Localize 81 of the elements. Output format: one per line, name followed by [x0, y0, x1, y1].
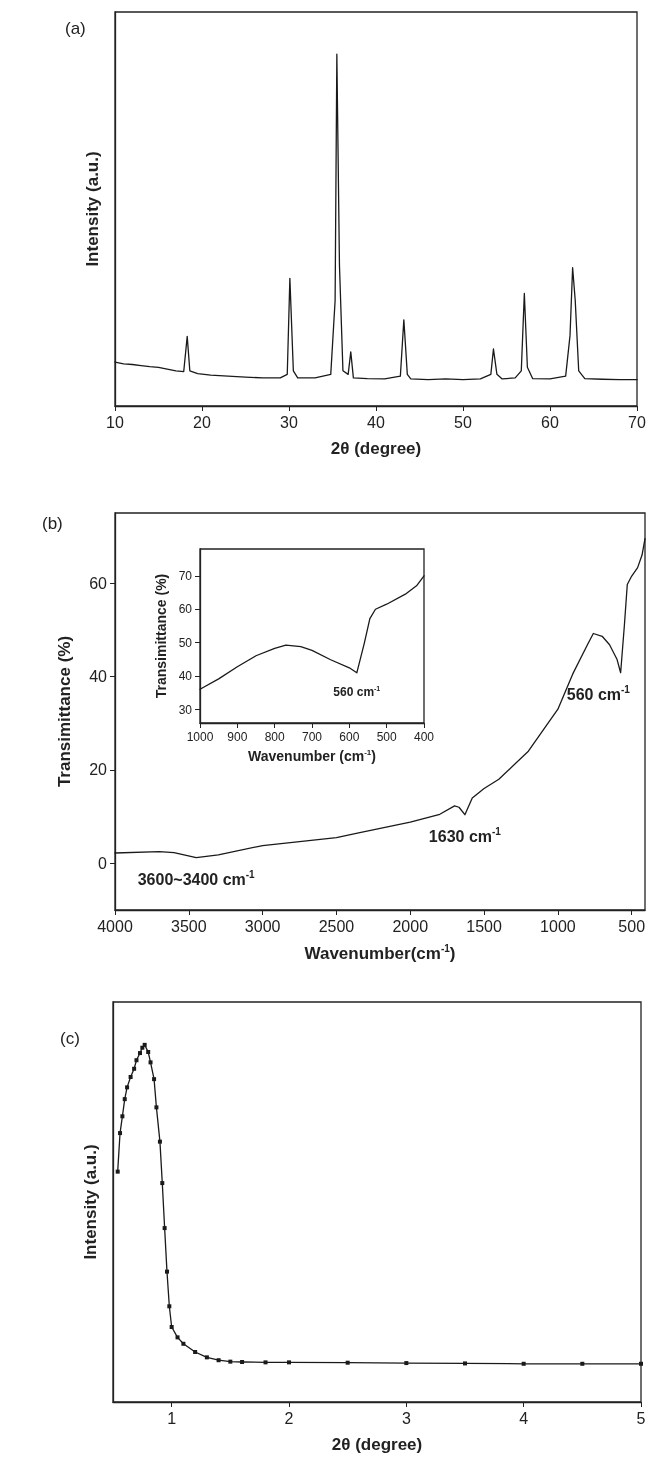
point: [228, 1359, 233, 1364]
x-tick-label: 1000: [186, 730, 214, 744]
x-tick-label: 60: [541, 413, 559, 431]
point: [146, 1050, 151, 1054]
x-tick-label: 3000: [244, 917, 281, 935]
y-tick-label: 30: [178, 702, 193, 717]
x-axis-title: 2θ (degree): [330, 438, 422, 458]
x-tick-label: 1000: [540, 917, 576, 935]
x-tick-label: 30: [280, 413, 298, 431]
point: [148, 1060, 153, 1065]
x-axis-title: 2θ (degree): [331, 1434, 423, 1454]
y-tick-label: 70: [178, 568, 193, 583]
point: [216, 1358, 221, 1363]
point: [162, 1226, 167, 1231]
y-tick-label: 50: [178, 635, 193, 650]
point: [125, 1085, 130, 1090]
x-tick-label: 1500: [466, 917, 502, 935]
x-tick-label: 20: [193, 413, 211, 431]
point: [164, 1269, 169, 1274]
x-tick-label: 900: [227, 730, 248, 744]
chart-title: (a): [65, 19, 86, 38]
x-tick-label: 500: [618, 917, 646, 935]
y-tick-label: 60: [178, 602, 193, 617]
point: [263, 1360, 268, 1365]
y-axis-title: Intensity (a.u.): [81, 1144, 100, 1260]
x-tick-label: 4: [519, 1409, 529, 1427]
point: [345, 1360, 350, 1365]
y-tick-label: 0: [98, 854, 108, 872]
point: [287, 1360, 291, 1365]
point: [580, 1361, 585, 1366]
point: [137, 1051, 142, 1056]
y-axis-title: Transimittance (%): [55, 635, 75, 788]
point: [118, 1131, 123, 1136]
x-tick-label: 50: [454, 413, 472, 431]
x-tick-label: 40: [367, 413, 385, 431]
x-tick-label: 2000: [392, 917, 429, 935]
point: [152, 1077, 157, 1082]
point: [167, 1304, 172, 1309]
x-tick-label: 3: [401, 1409, 411, 1427]
point: [521, 1361, 526, 1366]
point: [142, 1042, 147, 1047]
y-tick-label: 40: [178, 669, 193, 684]
point: [240, 1360, 245, 1364]
chart-title: (c): [60, 1029, 80, 1048]
point: [120, 1114, 125, 1119]
point: [128, 1075, 133, 1079]
y-tick-label: 40: [89, 667, 108, 685]
point: [134, 1058, 139, 1063]
x-tick-label: 3500: [171, 917, 207, 935]
point: [175, 1335, 180, 1340]
point: [193, 1350, 198, 1354]
x-tick-label: 1: [167, 1409, 177, 1427]
point: [122, 1097, 127, 1102]
point: [154, 1105, 159, 1110]
x-tick-label: 400: [413, 730, 435, 744]
point: [132, 1066, 137, 1071]
point: [639, 1361, 643, 1366]
point: [140, 1045, 145, 1050]
y-tick-label: 60: [89, 574, 108, 592]
point: [463, 1361, 467, 1366]
y-axis-title: Intensity (a.u.): [83, 151, 102, 267]
point: [157, 1139, 162, 1144]
y-axis-title: Transimittance (%): [152, 573, 169, 699]
y-tick-label: 20: [89, 761, 108, 779]
point: [160, 1181, 165, 1186]
chart-title: (b): [42, 514, 63, 533]
point: [115, 1169, 120, 1174]
x-tick-label: 4000: [97, 917, 133, 935]
point: [181, 1341, 186, 1346]
x-tick-label: 2500: [318, 917, 355, 935]
x-tick-label: 10: [106, 413, 124, 431]
point: [204, 1355, 209, 1360]
x-tick-label: 500: [376, 730, 397, 744]
x-tick-label: 800: [264, 730, 285, 744]
x-tick-label: 70: [628, 413, 646, 431]
point: [404, 1361, 409, 1366]
point: [169, 1325, 174, 1329]
x-tick-label: 600: [339, 730, 360, 744]
x-tick-label: 5: [636, 1409, 646, 1427]
x-tick-label: 2: [284, 1409, 294, 1427]
x-tick-label: 700: [301, 730, 323, 744]
